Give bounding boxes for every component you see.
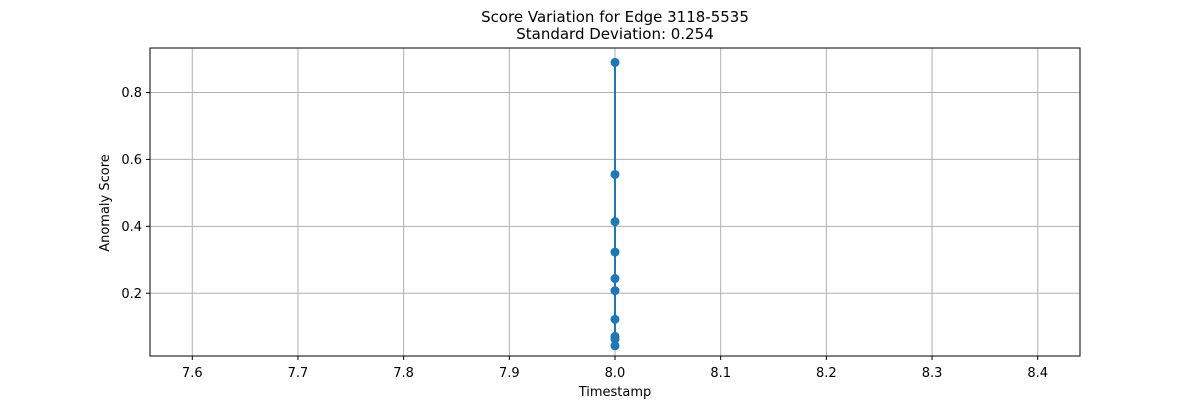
x-tick-label: 7.8 (393, 366, 414, 381)
data-point (610, 217, 620, 227)
data-point (610, 341, 620, 351)
x-tick-label: 7.7 (288, 366, 309, 381)
y-tick-label: 0.8 (121, 86, 142, 101)
data-point (610, 57, 620, 67)
x-tick-label: 8.3 (922, 366, 943, 381)
chart-title: Score Variation for Edge 3118-5535 (481, 8, 749, 26)
data-point (610, 274, 620, 284)
y-axis-ticks: 0.2 0.4 0.6 0.8 (121, 86, 150, 302)
x-tick-label: 8.2 (816, 366, 837, 381)
x-axis-label: Timestamp (578, 385, 652, 400)
chart-subtitle: Standard Deviation: 0.254 (516, 25, 714, 43)
x-tick-label: 8.1 (710, 366, 731, 381)
data-point (610, 247, 620, 257)
x-tick-label: 7.9 (499, 366, 520, 381)
series-layer (610, 57, 620, 351)
x-axis-ticks: 7.6 7.7 7.8 7.9 8.0 8.1 8.2 8.3 8.4 (182, 356, 1048, 381)
x-tick-label: 8.4 (1027, 366, 1048, 381)
y-axis-label: Anomaly Score (98, 154, 113, 252)
y-tick-label: 0.6 (121, 153, 142, 168)
x-tick-label: 7.6 (182, 366, 203, 381)
data-point (610, 169, 620, 179)
data-point (610, 334, 620, 344)
y-tick-label: 0.4 (121, 220, 142, 235)
x-tick-label: 8.0 (605, 366, 626, 381)
data-point (610, 314, 620, 324)
y-tick-label: 0.2 (121, 287, 142, 302)
data-point (610, 286, 620, 296)
